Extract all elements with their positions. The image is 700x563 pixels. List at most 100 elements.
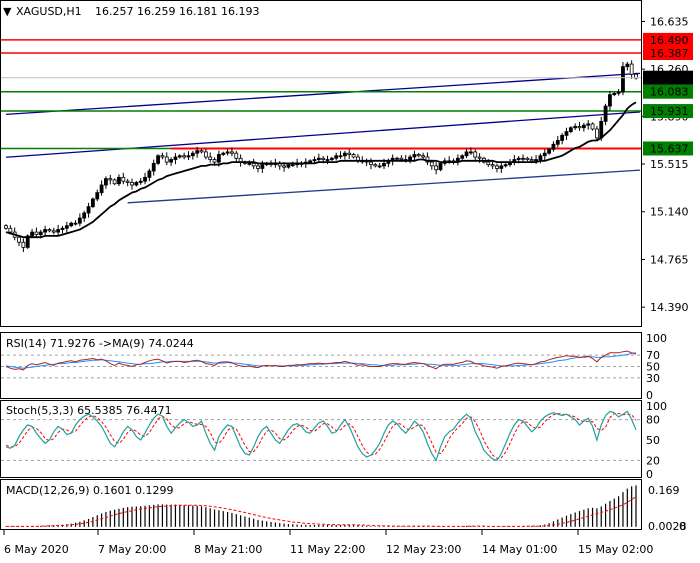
candle-body — [186, 155, 191, 158]
macd-tick-label: 0 — [679, 520, 686, 533]
macd-tick-label: 0.169 — [648, 484, 680, 497]
price-tick-label: 16.635 — [650, 15, 689, 28]
candle-body — [216, 154, 221, 163]
rsi-tick-label: 0 — [646, 389, 653, 402]
macd-panel-frame — [0, 479, 642, 530]
current-price-label: 16.193 — [650, 72, 689, 85]
candle-body — [568, 127, 573, 132]
candle-body — [125, 180, 130, 183]
candle-body — [342, 152, 347, 157]
candle-body — [329, 157, 334, 160]
candle-body — [542, 152, 547, 157]
rsi-line — [5, 350, 637, 371]
time-axis: 6 May 2020 7 May 20:00 8 May 21:00 11 May 2… — [3, 530, 653, 556]
candle-body — [173, 156, 178, 160]
level-label: 16.387 — [650, 47, 689, 60]
candle-body — [225, 151, 230, 154]
candle-body — [312, 159, 317, 162]
candle-body — [416, 154, 421, 157]
candle-body — [38, 231, 43, 236]
candle-body — [134, 182, 139, 186]
candle-body — [199, 150, 204, 153]
level-label-bg — [643, 141, 693, 156]
stoch-tick-label: 80 — [646, 414, 660, 427]
candle-body — [221, 152, 226, 155]
candle-body — [112, 179, 117, 185]
candle-body — [34, 231, 39, 236]
candle-body — [164, 156, 169, 163]
candle-body — [377, 165, 382, 168]
moving-average-line — [5, 101, 637, 239]
stoch-panel-frame — [0, 400, 642, 478]
candle-body — [608, 94, 612, 107]
candle-body — [290, 164, 295, 167]
candle-body — [564, 131, 569, 136]
candle-body — [495, 165, 499, 169]
candle-body — [108, 178, 113, 181]
candle-body — [460, 155, 465, 159]
stoch-tick-label: 50 — [646, 434, 660, 447]
stoch-k-line — [5, 410, 637, 462]
candle-body — [373, 164, 378, 167]
candle-body — [182, 155, 187, 158]
candle-body — [77, 217, 82, 224]
macd-signal-line — [6, 496, 637, 527]
candle-body — [147, 170, 152, 178]
candle-body — [117, 176, 121, 185]
candle-body — [169, 159, 174, 163]
candle-body — [468, 151, 473, 154]
candle-body — [230, 151, 234, 154]
candle-body — [208, 156, 213, 160]
price-tick-label: 14.765 — [650, 253, 689, 266]
candle-body — [594, 128, 599, 139]
candle-body — [464, 151, 469, 157]
candle-body — [547, 148, 552, 154]
candle-body — [30, 231, 34, 237]
candle-body — [151, 162, 156, 172]
candle-body — [282, 165, 286, 168]
candle-body — [73, 222, 78, 225]
candle-body — [529, 159, 534, 162]
level-label-bg — [643, 32, 693, 47]
level-label-bg — [643, 46, 693, 61]
candle-body — [308, 160, 313, 163]
rsi-label: RSI(14) 71.9276 ->MA(9) 74.0244 — [6, 337, 194, 350]
candle-body — [56, 229, 61, 233]
candle-body — [316, 157, 321, 160]
candle-body — [382, 162, 386, 167]
candle-body — [412, 154, 417, 158]
candle-body — [560, 134, 565, 141]
candle-body — [130, 182, 134, 186]
trend-channel-line — [127, 169, 641, 204]
candle-body — [586, 123, 591, 126]
candle-body — [421, 155, 426, 158]
time-tick-label: 12 May 23:00 — [386, 543, 461, 556]
macd-tick-label: 0.0028 — [648, 520, 687, 533]
candle-body — [473, 151, 478, 158]
candle-body — [160, 155, 165, 158]
candle-body — [538, 155, 543, 160]
candle-body — [325, 159, 330, 161]
candle-body — [286, 164, 291, 168]
candle-body — [234, 152, 239, 159]
candle-body — [195, 150, 200, 154]
stoch-tick-label: 100 — [646, 400, 667, 413]
candle-body — [121, 176, 126, 182]
candle-body — [551, 143, 556, 150]
stoch-label: Stoch(5,3,3) 65.5385 76.4471 — [6, 404, 172, 417]
candle-body — [143, 176, 147, 182]
candle-body — [43, 229, 48, 233]
candle-body — [321, 157, 326, 160]
candle-body — [60, 227, 65, 230]
candle-body — [334, 155, 339, 159]
candle-body — [212, 159, 217, 163]
candle-body — [455, 157, 460, 162]
chart-menu-icon[interactable]: ▼ — [3, 5, 12, 18]
time-tick-label: 15 May 02:00 — [578, 543, 653, 556]
candle-body — [64, 225, 69, 229]
candle-body — [8, 227, 13, 233]
